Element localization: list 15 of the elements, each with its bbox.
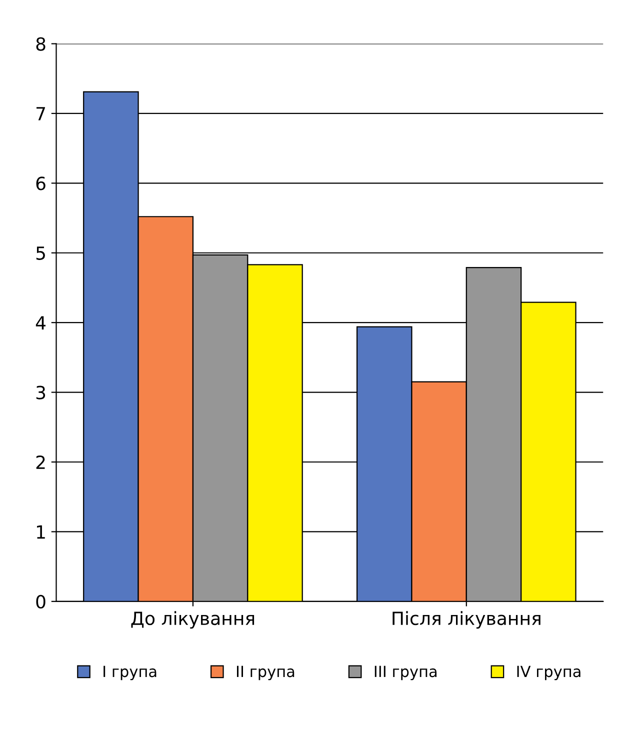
y-tick-label: 5 [36, 246, 45, 260]
legend-label: III група [374, 666, 436, 680]
y-tick-label: 8 [36, 37, 46, 51]
y-tick-label: 2 [36, 455, 45, 469]
y-tick-label: 0 [36, 594, 46, 609]
y-tick-label: 1 [37, 525, 45, 539]
y-tick-label: 7 [36, 107, 45, 120]
x-tick-label: До лікування [131, 611, 254, 629]
legend-label: II група [236, 666, 294, 680]
x-tick-label: Після лікування [392, 611, 540, 629]
legend-label: I група [104, 666, 156, 680]
y-tick-label: 4 [36, 316, 46, 330]
y-tick-label: 3 [36, 386, 46, 400]
y-tick-label: 6 [36, 176, 46, 190]
legend-label: IV група [517, 666, 580, 680]
